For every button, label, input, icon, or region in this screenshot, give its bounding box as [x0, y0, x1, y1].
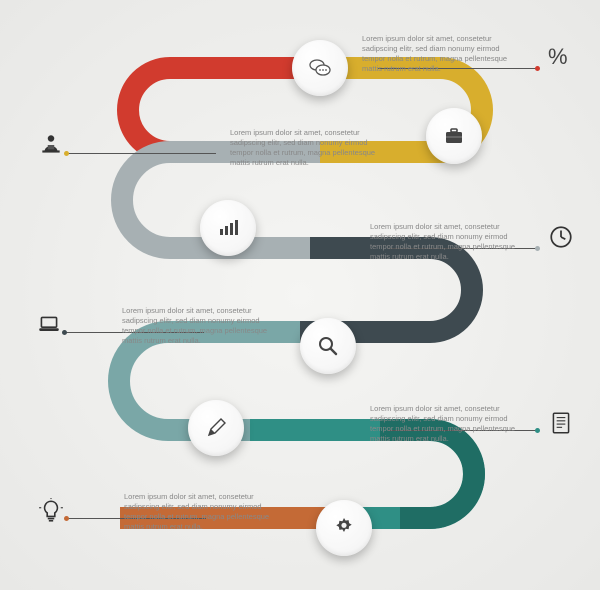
text-block-3: Lorem ipsum dolor sit amet, consetetur s… — [370, 222, 540, 263]
laptop-icon — [34, 312, 64, 338]
step-circle-briefcase — [426, 108, 482, 164]
percent-icon: % — [548, 44, 568, 70]
step-circle-pencil — [188, 400, 244, 456]
gear-icon — [332, 516, 356, 540]
person-desk-icon — [38, 132, 64, 158]
step-circle-chart — [200, 200, 256, 256]
bar-chart-icon — [216, 216, 240, 240]
clock-icon — [548, 224, 574, 250]
text-block-2: Lorem ipsum dolor sit amet, consetetur s… — [230, 128, 410, 169]
magnifier-icon — [316, 334, 340, 358]
briefcase-icon — [442, 124, 466, 148]
infographic-canvas: % Lorem ipsum dolor sit amet, consetetur… — [0, 0, 600, 590]
text-block-4: Lorem ipsum dolor sit amet, consetetur s… — [122, 306, 292, 347]
pencil-icon — [204, 416, 228, 440]
step-circle-magnifier — [300, 318, 356, 374]
text-block-5: Lorem ipsum dolor sit amet, consetetur s… — [370, 404, 540, 445]
document-icon — [548, 410, 574, 436]
chat-bubbles-icon — [308, 56, 332, 80]
step-circle-chat — [292, 40, 348, 96]
text-block-1: Lorem ipsum dolor sit amet, consetetur s… — [362, 34, 532, 75]
connector-2 — [66, 153, 216, 154]
text-block-6: Lorem ipsum dolor sit amet, consetetur s… — [124, 492, 294, 533]
step-circle-gear — [316, 500, 372, 556]
lightbulb-icon — [38, 498, 64, 524]
